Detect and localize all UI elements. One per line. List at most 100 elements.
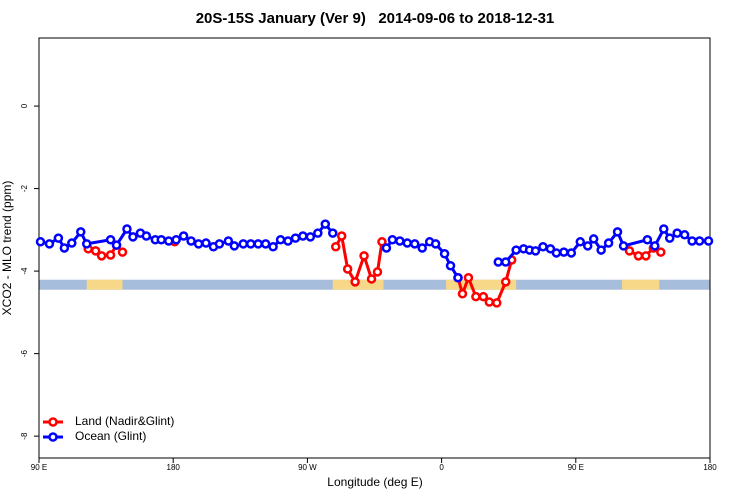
legend: Land (Nadir&Glint)Ocean (Glint) bbox=[43, 414, 174, 443]
point bbox=[223, 236, 234, 246]
legend-marker bbox=[48, 432, 58, 442]
point bbox=[171, 234, 181, 245]
point bbox=[445, 260, 456, 271]
point bbox=[511, 245, 521, 255]
point bbox=[588, 234, 599, 244]
point bbox=[417, 243, 427, 253]
point bbox=[439, 249, 450, 259]
point bbox=[245, 239, 256, 249]
point bbox=[128, 232, 138, 242]
point bbox=[117, 247, 128, 257]
point bbox=[372, 267, 383, 277]
point bbox=[672, 228, 682, 238]
point bbox=[283, 236, 293, 246]
point bbox=[67, 238, 77, 248]
x-axis-label: Longitude (deg E) bbox=[327, 475, 422, 489]
point bbox=[395, 236, 405, 246]
point bbox=[402, 238, 413, 248]
point bbox=[641, 251, 651, 261]
point bbox=[275, 234, 286, 245]
y-tick-label: -4 bbox=[20, 267, 29, 275]
point bbox=[229, 241, 240, 251]
point bbox=[366, 274, 377, 284]
point bbox=[687, 236, 697, 246]
point bbox=[298, 231, 308, 241]
point bbox=[463, 272, 474, 283]
point bbox=[214, 239, 225, 249]
point bbox=[105, 234, 116, 245]
x-tick-label: 90 E bbox=[568, 463, 584, 472]
point bbox=[305, 232, 316, 242]
y-tick-label: 0 bbox=[20, 103, 29, 108]
x-tick-label: 180 bbox=[167, 463, 181, 472]
x-tick-label: 180 bbox=[703, 463, 717, 472]
point bbox=[201, 238, 211, 248]
point bbox=[624, 246, 635, 256]
point bbox=[156, 234, 167, 245]
point bbox=[664, 233, 675, 243]
x-tick-label: 90 E bbox=[31, 463, 47, 472]
point bbox=[163, 236, 174, 246]
point bbox=[457, 289, 468, 299]
point bbox=[500, 277, 511, 287]
point bbox=[493, 257, 504, 267]
point bbox=[359, 251, 369, 261]
point bbox=[111, 240, 122, 250]
point bbox=[76, 227, 86, 237]
point bbox=[656, 247, 666, 257]
point bbox=[545, 244, 556, 254]
point bbox=[596, 245, 606, 255]
point bbox=[350, 277, 360, 287]
point bbox=[582, 241, 593, 251]
y-tick-label: -2 bbox=[20, 184, 29, 192]
y-tick-label: -6 bbox=[20, 350, 29, 358]
point bbox=[551, 248, 562, 258]
point bbox=[603, 238, 614, 248]
point bbox=[381, 243, 392, 253]
point bbox=[471, 291, 481, 302]
point bbox=[559, 247, 569, 257]
point bbox=[478, 291, 489, 302]
point bbox=[122, 224, 132, 234]
point bbox=[313, 228, 323, 238]
land-band bbox=[446, 279, 517, 290]
land-band bbox=[86, 279, 123, 290]
y-axis-label: XCO2 - MLO trend (ppm) bbox=[0, 181, 14, 316]
point bbox=[90, 246, 101, 256]
point bbox=[377, 237, 387, 247]
point bbox=[679, 230, 690, 240]
point bbox=[618, 241, 629, 251]
legend-label: Ocean (Glint) bbox=[75, 429, 146, 443]
point bbox=[59, 243, 70, 253]
point bbox=[44, 239, 55, 249]
point bbox=[193, 239, 204, 249]
point bbox=[633, 251, 644, 261]
point bbox=[659, 224, 669, 234]
point bbox=[320, 219, 331, 229]
point bbox=[327, 228, 338, 238]
point bbox=[612, 227, 623, 237]
point bbox=[410, 239, 420, 249]
legend-marker bbox=[48, 417, 58, 427]
point bbox=[566, 248, 577, 258]
point bbox=[105, 250, 116, 260]
point bbox=[484, 297, 495, 307]
x-tick-label: 0 bbox=[439, 463, 444, 472]
point bbox=[538, 242, 548, 252]
point bbox=[141, 231, 152, 241]
land-band bbox=[622, 279, 660, 290]
point bbox=[268, 242, 278, 252]
point bbox=[53, 233, 64, 243]
point bbox=[35, 237, 46, 247]
point bbox=[500, 257, 511, 267]
point bbox=[342, 264, 353, 274]
legend-label: Land (Nadir&Glint) bbox=[75, 414, 174, 428]
point bbox=[703, 236, 714, 246]
x-tick-label: 90 W bbox=[298, 463, 317, 472]
point bbox=[253, 239, 263, 249]
y-tick-label: -8 bbox=[20, 432, 29, 440]
point bbox=[642, 234, 653, 245]
point bbox=[178, 231, 189, 241]
point bbox=[330, 242, 341, 252]
